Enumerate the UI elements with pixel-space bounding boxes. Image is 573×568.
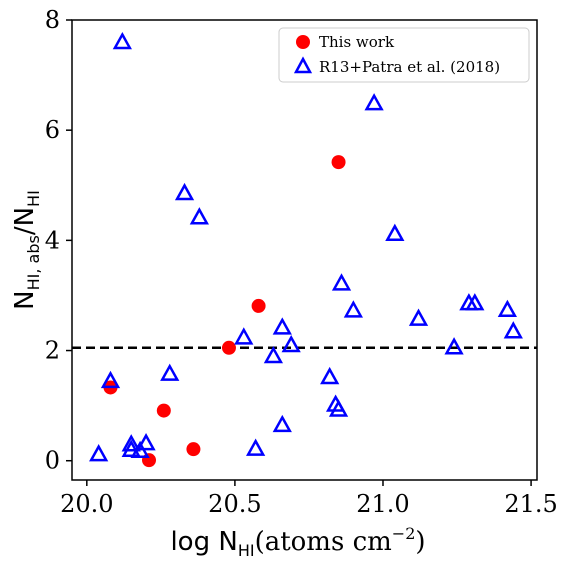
point-r13-patra — [272, 317, 292, 335]
y-tick-label: 4 — [45, 226, 60, 254]
legend-label-r13-patra: R13+Patra et al. (2018) — [319, 58, 500, 76]
point-r13-patra — [364, 93, 384, 111]
legend-circle-marker — [296, 35, 310, 49]
y-tick-label: 8 — [45, 6, 60, 34]
point-this-work — [331, 155, 346, 170]
point-r13-patra — [503, 321, 523, 339]
legend-box — [278, 27, 530, 83]
point-r13-patra — [281, 334, 301, 353]
point-this-work — [251, 298, 266, 313]
y-axis-label-main: N — [10, 290, 40, 309]
x-tick-label: 20.5 — [208, 490, 261, 518]
axis-ticks-layer: 20.0 20.5 21.0 21.5 0 2 4 6 8 — [45, 6, 558, 518]
plot-frame — [71, 19, 538, 481]
point-r13-patra — [121, 434, 141, 452]
x-tick-label: 21.0 — [356, 490, 409, 518]
y-tick-label: 0 — [45, 447, 60, 475]
point-r13-patra — [408, 308, 429, 326]
point-r13-patra — [89, 444, 109, 462]
data-points-layer — [89, 31, 523, 468]
y-axis-label: NHI, abs/NHI — [10, 190, 43, 310]
point-r13-patra — [320, 366, 340, 385]
point-r13-patra — [385, 223, 405, 241]
point-r13-patra — [100, 370, 121, 389]
y-axis-label-slash: /N — [10, 207, 40, 235]
y-tick-label: 2 — [45, 337, 60, 365]
y-axis-label-sub: HI, abs — [24, 235, 43, 290]
point-r13-patra — [272, 414, 292, 433]
point-this-work — [142, 453, 157, 468]
legend: This work R13+Patra et al. (2018) — [278, 27, 530, 83]
point-r13-patra — [465, 293, 485, 311]
point-r13-patra — [189, 207, 209, 225]
point-r13-patra — [246, 438, 266, 456]
x-axis-label-sub: HI — [238, 541, 255, 560]
x-axis-label-unit-close: ) — [415, 527, 425, 557]
x-tick-label: 20.0 — [60, 490, 113, 518]
point-r13-patra — [497, 299, 518, 318]
point-r13-patra — [160, 363, 180, 381]
x-axis-label: log NHI(atoms cm−2) — [170, 524, 425, 560]
x-axis-label-unit-exponent: −2 — [392, 524, 416, 543]
y-tick-label: 6 — [45, 116, 60, 144]
point-r13-patra — [112, 31, 132, 50]
point-r13-patra — [328, 399, 349, 417]
point-r13-patra — [234, 327, 254, 345]
point-this-work — [156, 403, 171, 418]
y-axis-label-sub2: HI — [24, 190, 43, 207]
point-r13-patra — [121, 439, 141, 457]
point-r13-patra — [331, 273, 352, 291]
point-r13-patra — [136, 433, 156, 451]
point-r13-patra — [444, 337, 464, 355]
point-r13-patra — [174, 182, 195, 201]
x-axis-label-unit: (atoms cm — [255, 527, 392, 557]
point-r13-patra — [343, 300, 363, 318]
point-r13-patra — [263, 345, 284, 364]
x-tick-label: 21.5 — [504, 490, 557, 518]
point-this-work — [221, 340, 236, 355]
legend-label-this-work: This work — [319, 33, 395, 51]
x-axis-label-main: log N — [170, 527, 237, 557]
point-this-work — [186, 442, 201, 457]
legend-triangle-marker — [293, 56, 313, 74]
